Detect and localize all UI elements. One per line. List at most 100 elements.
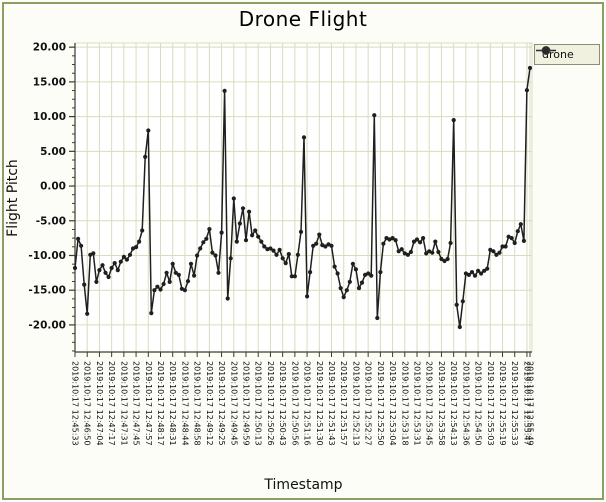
- data-point-marker: [167, 279, 172, 284]
- y-tick-label: -15.00: [28, 285, 66, 297]
- x-tick-label: 2019:10:17 12:53:18: [400, 361, 409, 446]
- data-point-marker: [207, 227, 212, 232]
- series-line: [74, 67, 531, 328]
- data-point-marker: [82, 282, 87, 287]
- data-point-marker: [460, 299, 465, 304]
- data-point-marker: [127, 252, 133, 257]
- data-point-marker: [512, 240, 517, 246]
- x-tick-label: 2019:10:17 12:47:04: [95, 361, 104, 446]
- data-point-marker: [262, 244, 267, 249]
- data-point-marker: [118, 259, 123, 264]
- x-tick-label: 2019:10:17 12:54:13: [449, 361, 458, 446]
- data-point-marker: [448, 240, 453, 246]
- x-tick-label: 2019:10:17 12:49:45: [229, 361, 238, 446]
- x-tick-label: 2019:10:17 12:48:58: [193, 361, 202, 446]
- x-tick-label: 2019:10:17 12:52:27: [364, 361, 373, 446]
- data-point-marker: [253, 228, 258, 233]
- x-tick-label: 2019:10:17 12:48:17: [156, 361, 165, 446]
- y-tick-label: 5.00: [40, 146, 66, 158]
- data-point-marker: [329, 243, 334, 248]
- data-point-marker: [335, 271, 340, 276]
- data-point-marker: [188, 261, 194, 266]
- data-point-marker: [479, 271, 484, 276]
- data-point-marker: [375, 315, 380, 321]
- data-point-marker: [158, 287, 163, 292]
- data-point-marker: [439, 256, 444, 262]
- data-point-marker: [286, 252, 291, 257]
- data-point-marker: [442, 258, 447, 264]
- data-point-marker: [390, 236, 395, 241]
- data-point-marker: [216, 270, 221, 275]
- data-point-marker: [146, 128, 151, 133]
- series-drone: [72, 65, 533, 330]
- legend-series-marker-icon: [536, 46, 556, 55]
- data-point-marker: [344, 288, 349, 293]
- data-point-marker: [231, 196, 236, 201]
- data-point-marker: [149, 311, 154, 316]
- data-point-marker: [225, 296, 230, 301]
- axis-lines: [74, 43, 532, 353]
- data-point-marker: [140, 228, 145, 233]
- data-point-marker: [109, 265, 114, 271]
- data-point-marker: [152, 288, 157, 293]
- data-point-marker: [134, 245, 139, 250]
- y-tick-label: -10.00: [28, 250, 66, 262]
- y-tick-label: -20.00: [28, 319, 66, 331]
- x-axis-title: Timestamp: [264, 477, 343, 493]
- data-point-marker: [369, 273, 374, 278]
- data-point-marker: [283, 261, 288, 266]
- data-point-marker: [240, 206, 246, 211]
- legend: drone: [534, 44, 600, 65]
- data-point-marker: [347, 279, 352, 284]
- x-tick-label: 2019:10:17 12:48:31: [168, 361, 177, 446]
- x-tick-label: 2019:10:17 12:52:13: [351, 361, 360, 446]
- data-point-marker: [405, 252, 410, 257]
- data-point-marker: [137, 239, 142, 244]
- data-point-marker: [356, 286, 362, 291]
- x-tick-label: 2019:10:17 12:45:33: [71, 361, 80, 446]
- data-point-marker: [201, 240, 206, 245]
- x-tick-label: 2019:10:17 12:51:57: [339, 361, 348, 446]
- x-axis-ticks-and-labels: 2019:10:17 12:45:33 2019:10:17 12:46:50 20…: [71, 352, 535, 446]
- data-point-marker: [79, 243, 84, 248]
- data-point-marker: [289, 274, 294, 279]
- data-point-marker: [143, 154, 148, 159]
- x-tick-label: 2019:10:17 12:53:04: [388, 361, 397, 446]
- data-point-marker: [491, 249, 496, 254]
- data-point-marker: [213, 253, 218, 258]
- data-point-marker: [112, 261, 117, 266]
- data-point-marker: [228, 256, 233, 261]
- x-tick-label: 2019:10:17 12:51:30: [315, 361, 324, 446]
- data-point-marker: [277, 247, 282, 252]
- x-tick-label: 2019:10:17 12:50:43: [278, 361, 287, 446]
- data-point-marker: [332, 264, 337, 269]
- x-tick-label: 2019:10:17 12:55:19: [498, 361, 507, 446]
- data-point-marker: [476, 268, 481, 273]
- data-point-marker: [323, 244, 328, 249]
- x-tick-label: 2019:10:17 12:50:13: [254, 361, 263, 446]
- x-tick-label: 2019:10:17 12:46:50: [83, 361, 92, 446]
- data-point-marker: [418, 240, 423, 245]
- data-point-marker: [433, 239, 438, 244]
- data-point-marker: [378, 270, 383, 275]
- data-point-marker: [250, 233, 255, 238]
- data-point-marker: [350, 261, 355, 266]
- data-point-marker: [393, 238, 398, 243]
- data-point-marker: [494, 252, 499, 257]
- x-tick-label: 2019:10:17 12:52:50: [376, 361, 385, 446]
- x-tick-label: 2019:10:17 12:55:47: [522, 361, 531, 446]
- y-axis-title: Flight Pitch: [5, 159, 21, 237]
- data-point-marker: [308, 270, 313, 275]
- data-point-marker: [445, 256, 450, 262]
- data-point-marker: [219, 230, 224, 235]
- x-tick-label: 2019:10:17 12:47:57: [144, 361, 153, 446]
- x-tick-label: 2019:10:17 12:49:59: [242, 361, 251, 446]
- data-point-marker: [72, 265, 78, 271]
- data-point-marker: [97, 268, 102, 273]
- x-tick-label: 2019:10:17 12:50:26: [266, 361, 275, 446]
- data-point-marker: [243, 238, 249, 243]
- data-point-marker: [515, 229, 520, 234]
- data-point-marker: [85, 311, 90, 316]
- data-point-marker: [305, 294, 310, 299]
